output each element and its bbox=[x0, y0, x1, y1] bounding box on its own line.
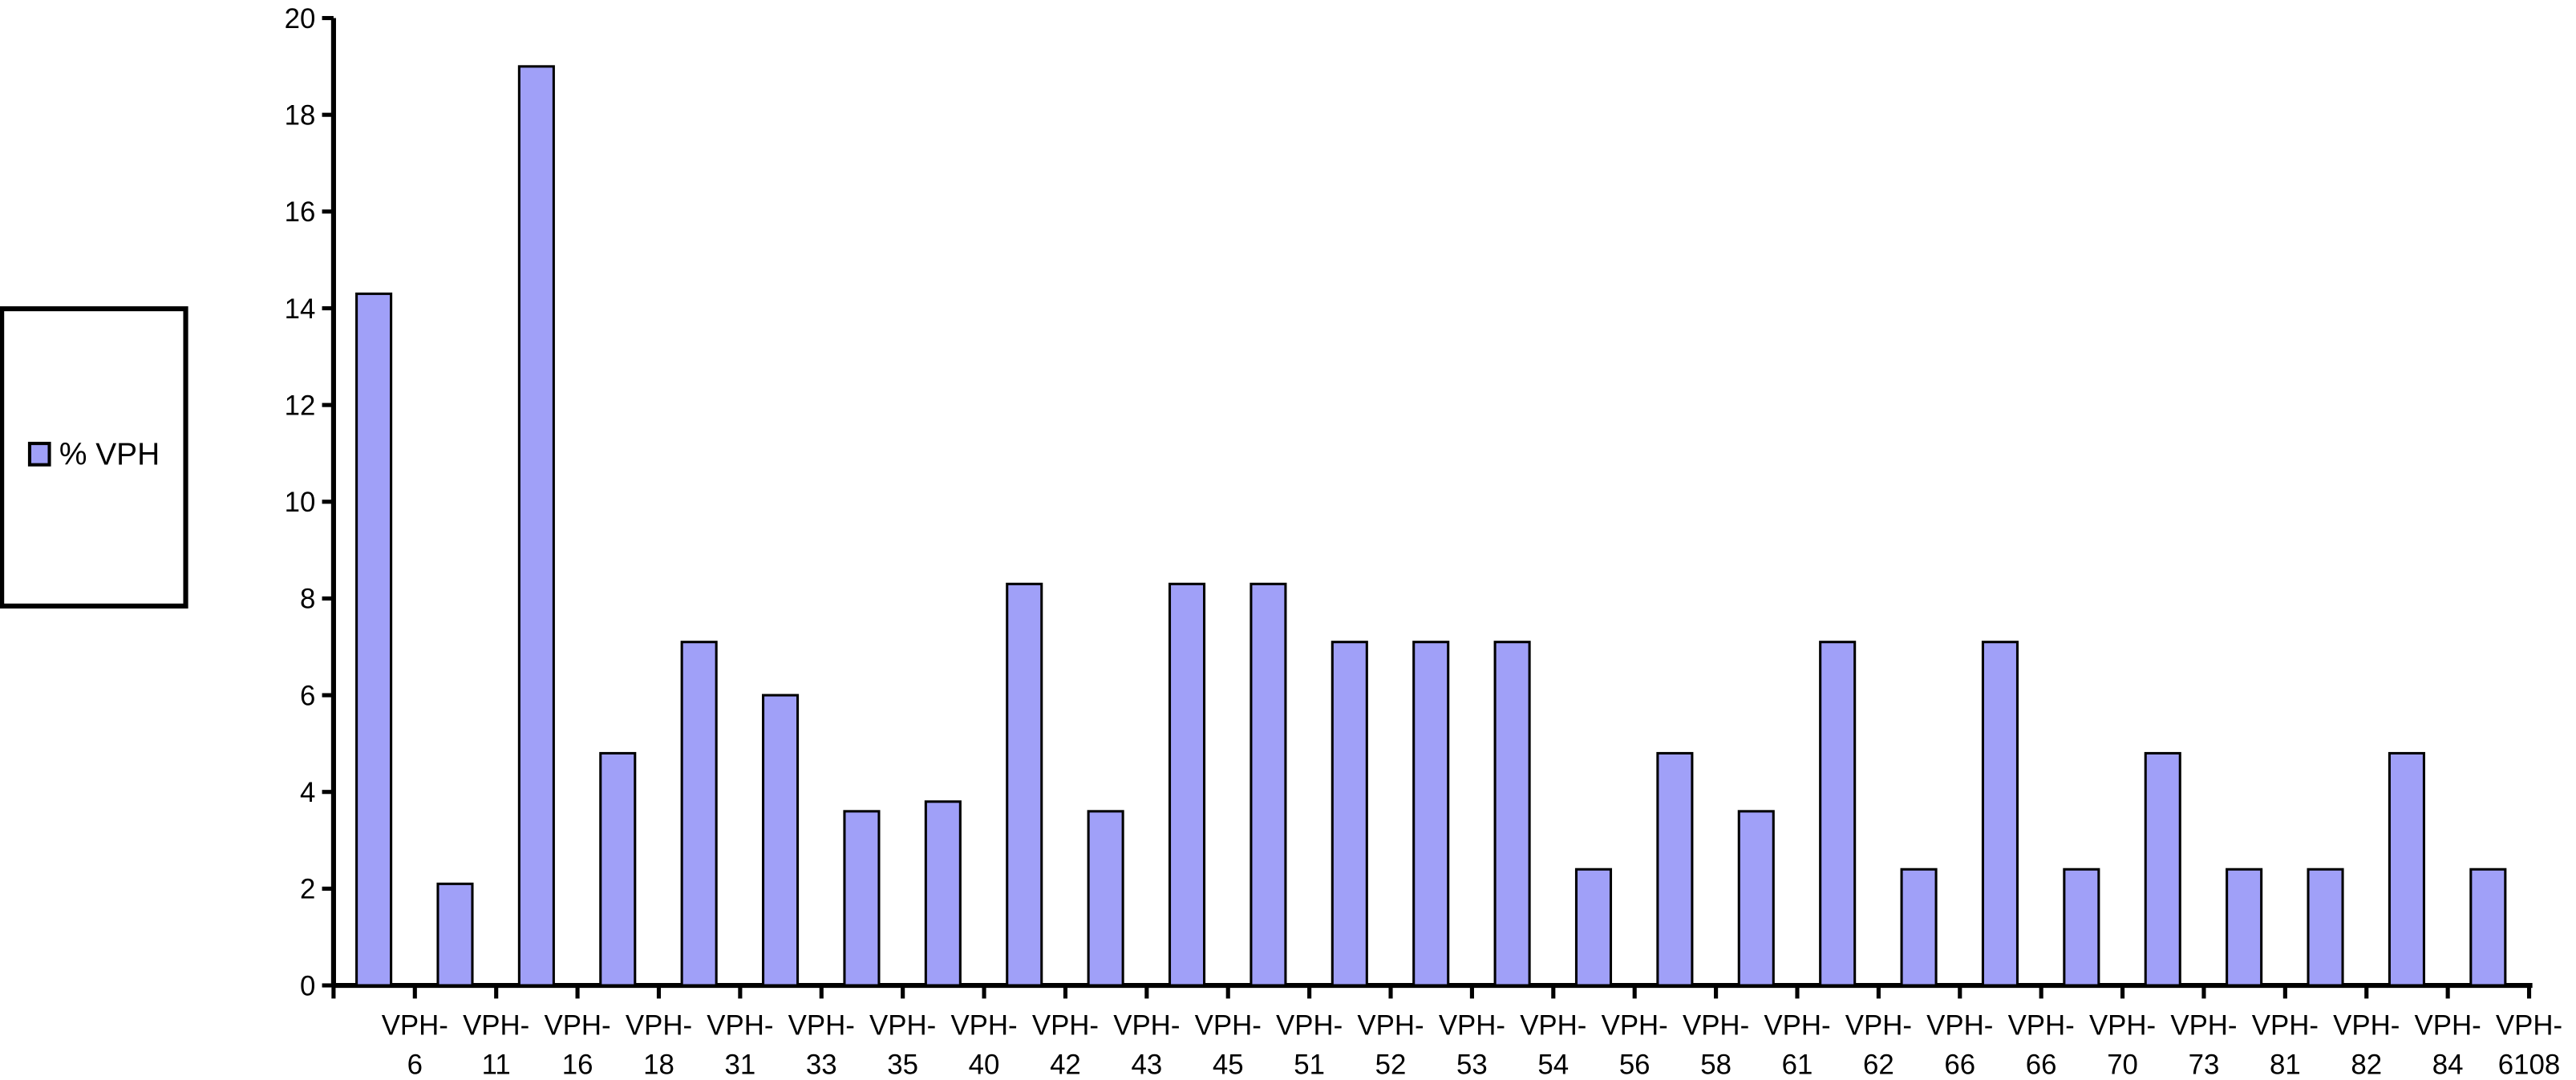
x-tick-label: VPH-40 bbox=[950, 1009, 1017, 1080]
bar bbox=[2063, 868, 2100, 987]
x-tick-label: VPH-62 bbox=[1845, 1009, 1912, 1080]
legend-swatch bbox=[27, 442, 51, 467]
x-tick-label: VPH-16 bbox=[544, 1009, 610, 1080]
y-tick-label: 8 bbox=[300, 584, 315, 615]
bar bbox=[517, 65, 555, 987]
x-tick-label: VPH-33 bbox=[788, 1009, 855, 1080]
bar bbox=[843, 810, 881, 987]
x-tick-label: VPH-52 bbox=[1357, 1009, 1424, 1080]
x-tick-label: VPH-45 bbox=[1195, 1009, 1262, 1080]
y-tick-label: 20 bbox=[285, 3, 316, 34]
x-tick-label: VPH-66 bbox=[1926, 1009, 1993, 1080]
bar bbox=[680, 641, 718, 987]
x-tick-label: VPH-66 bbox=[2008, 1009, 2075, 1080]
x-tick-label: VPH-82 bbox=[2333, 1009, 2400, 1080]
x-tick-label: VPH-11 bbox=[463, 1009, 529, 1080]
bar bbox=[1087, 810, 1124, 987]
bar bbox=[762, 694, 800, 987]
x-tick-label: VPH-6 bbox=[382, 1009, 448, 1080]
bar bbox=[1331, 641, 1368, 987]
bar bbox=[599, 751, 637, 987]
bar bbox=[355, 292, 393, 987]
x-tick-label: VPH-58 bbox=[1683, 1009, 1749, 1080]
y-tick-label: 16 bbox=[285, 196, 316, 228]
bar bbox=[1574, 868, 1613, 987]
x-tick-label: VPH-18 bbox=[626, 1009, 692, 1080]
x-tick-label: VPH-53 bbox=[1439, 1009, 1505, 1080]
y-tick-label: 18 bbox=[285, 99, 316, 131]
x-tick-label: VPH-43 bbox=[1113, 1009, 1180, 1080]
bar bbox=[1493, 641, 1531, 987]
bar bbox=[924, 800, 962, 987]
x-tick-label: VPH-31 bbox=[707, 1009, 773, 1080]
bar bbox=[1656, 751, 1694, 987]
x-tick-label: VPH-70 bbox=[2089, 1009, 2156, 1080]
x-tick-label: VPH-73 bbox=[2170, 1009, 2237, 1080]
bar bbox=[2307, 868, 2344, 987]
bar bbox=[1900, 868, 1938, 987]
y-tick-label: 4 bbox=[300, 777, 315, 808]
y-tick-label: 14 bbox=[285, 293, 316, 325]
x-tick-label: VPH-51 bbox=[1276, 1009, 1343, 1080]
x-tick-label: VPH-54 bbox=[1520, 1009, 1586, 1080]
x-tick-label: VPH-84 bbox=[2415, 1009, 2481, 1080]
bar bbox=[1981, 641, 2019, 987]
legend: % VPH bbox=[0, 306, 188, 609]
bar bbox=[2144, 751, 2181, 987]
bar bbox=[1250, 582, 1287, 987]
bar bbox=[1168, 582, 1206, 987]
bar bbox=[2469, 868, 2507, 987]
x-tick-label: VPH-61 bbox=[1764, 1009, 1830, 1080]
x-tick-label: VPH-35 bbox=[869, 1009, 936, 1080]
x-tick-label: VPH-56 bbox=[1602, 1009, 1668, 1080]
x-tick-label: VPH-81 bbox=[2252, 1009, 2319, 1080]
y-tick-label: 0 bbox=[300, 970, 315, 1001]
bar bbox=[1006, 582, 1043, 987]
bar bbox=[1737, 810, 1775, 987]
bar bbox=[1412, 641, 1450, 987]
y-tick-label: 10 bbox=[285, 487, 316, 518]
bar bbox=[2226, 868, 2263, 987]
y-tick-label: 6 bbox=[300, 680, 315, 711]
legend-label: % VPH bbox=[59, 438, 160, 472]
x-tick-label: VPH-42 bbox=[1032, 1009, 1099, 1080]
x-tick-label: VPH-6108 bbox=[2496, 1009, 2562, 1080]
y-tick-label: 12 bbox=[285, 390, 316, 421]
bar bbox=[1819, 641, 1857, 987]
bar bbox=[436, 882, 474, 987]
y-tick-label: 2 bbox=[300, 874, 315, 905]
bar bbox=[2388, 751, 2425, 987]
